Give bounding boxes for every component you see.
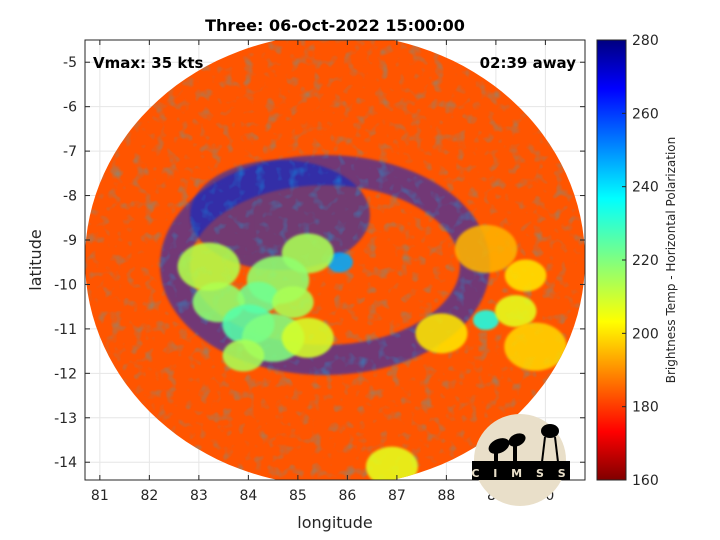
warm-feature bbox=[415, 313, 468, 354]
colorbar-tick-label: 180 bbox=[632, 400, 659, 416]
colorbar-label: Brightness Temp - Horizontal Polarizatio… bbox=[664, 137, 678, 384]
y-tick-label: -12 bbox=[54, 366, 77, 382]
logo-band bbox=[472, 461, 570, 480]
chart-title: Three: 06-Oct-2022 15:00:00 bbox=[205, 16, 465, 35]
y-tick-label: -14 bbox=[54, 455, 77, 471]
axes-box bbox=[84, 39, 586, 481]
x-axis-label: longitude bbox=[297, 513, 372, 532]
colorbar-tick-label: 160 bbox=[632, 473, 659, 489]
warm-feature bbox=[177, 242, 240, 291]
logo-dish-post bbox=[494, 450, 498, 461]
colorbar-tick-label: 260 bbox=[632, 106, 659, 122]
logo-circle bbox=[474, 414, 566, 506]
logo-dish bbox=[508, 433, 526, 447]
colorbar-ticks: 280 260 240 220 200 180 160 bbox=[622, 33, 659, 489]
vmax-annotation: Vmax: 35 kts bbox=[93, 54, 203, 72]
y-axis-label: latitude bbox=[26, 229, 45, 290]
colorbar-tick-label: 200 bbox=[632, 326, 659, 342]
warm-feature bbox=[504, 259, 547, 292]
y-tick-label: -11 bbox=[54, 322, 77, 338]
warm-feature bbox=[494, 295, 537, 328]
y-tick-label: -7 bbox=[63, 144, 77, 160]
x-tick-label: 87 bbox=[388, 488, 406, 504]
warm-feature bbox=[281, 317, 334, 358]
y-tick-label: -8 bbox=[63, 189, 77, 205]
colorbar-tick-label: 220 bbox=[632, 253, 659, 269]
logo-tower-leg bbox=[541, 436, 546, 463]
time-away-annotation: 02:39 away bbox=[480, 54, 577, 72]
cimss-logo: C I M S S bbox=[471, 414, 570, 506]
warm-feature bbox=[365, 446, 418, 480]
logo-tower-tank bbox=[541, 424, 559, 438]
x-tick-label: 82 bbox=[140, 488, 158, 504]
y-tick-label: -13 bbox=[54, 411, 77, 427]
warm-feature bbox=[504, 322, 567, 371]
warm-feature bbox=[472, 310, 499, 330]
logo-dish bbox=[488, 438, 510, 454]
x-tick-label: 83 bbox=[190, 488, 208, 504]
swath-disk bbox=[85, 40, 585, 480]
warm-feature bbox=[222, 339, 265, 372]
x-tick-label: 85 bbox=[289, 488, 307, 504]
y-tick-label: -5 bbox=[63, 55, 77, 71]
colorbar bbox=[596, 39, 627, 481]
y-tick-label: -9 bbox=[63, 233, 77, 249]
y-tick-label: -6 bbox=[63, 100, 77, 116]
x-tick-label: 81 bbox=[91, 488, 109, 504]
logo-tower-leg bbox=[554, 436, 559, 463]
x-tick-label: 88 bbox=[437, 488, 455, 504]
x-tick-label: 86 bbox=[338, 488, 356, 504]
y-tick-label: -10 bbox=[54, 277, 77, 293]
warm-feature bbox=[454, 224, 518, 273]
warm-feature bbox=[326, 252, 353, 273]
warm-feature bbox=[272, 286, 314, 319]
x-tick-label: 84 bbox=[239, 488, 257, 504]
logo-dish-post bbox=[513, 444, 517, 461]
colorbar-tick-label: 240 bbox=[632, 180, 659, 196]
logo-text: C I M S S bbox=[471, 467, 570, 480]
colorbar-tick-label: 280 bbox=[632, 33, 659, 49]
